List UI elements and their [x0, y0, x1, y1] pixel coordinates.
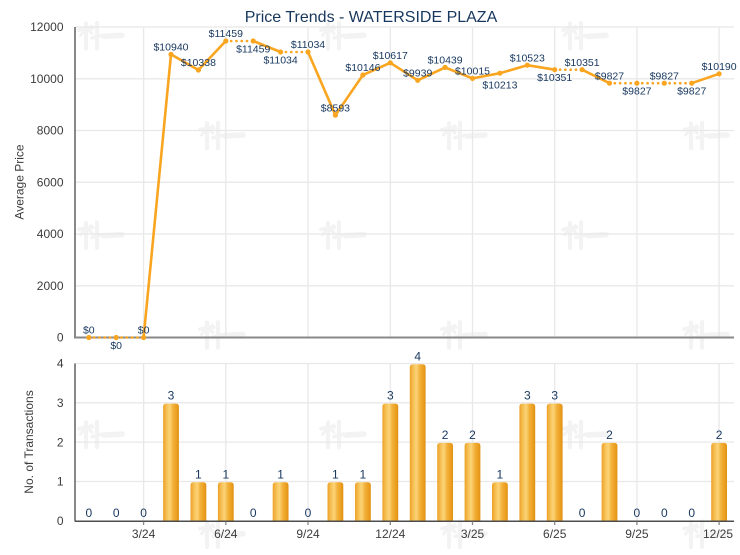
- svg-text:10000: 10000: [30, 72, 64, 86]
- svg-text:4: 4: [57, 357, 64, 371]
- svg-text:$9939: $9939: [403, 68, 432, 80]
- svg-text:12/25: 12/25: [703, 527, 733, 541]
- svg-text:4: 4: [414, 349, 421, 363]
- svg-text:$10351: $10351: [565, 57, 600, 69]
- svg-text:12/24: 12/24: [375, 527, 405, 541]
- svg-text:0: 0: [85, 506, 92, 520]
- svg-text:$10190: $10190: [702, 61, 737, 73]
- svg-text:$9827: $9827: [595, 70, 624, 82]
- svg-text:0: 0: [113, 506, 120, 520]
- svg-text:$8593: $8593: [321, 102, 350, 114]
- svg-text:0: 0: [250, 506, 257, 520]
- svg-text:$10439: $10439: [428, 55, 463, 67]
- svg-text:$11034: $11034: [263, 54, 297, 66]
- svg-text:12000: 12000: [30, 20, 64, 34]
- svg-text:3: 3: [524, 389, 531, 403]
- svg-text:$10617: $10617: [373, 50, 408, 62]
- svg-text:0: 0: [57, 331, 64, 345]
- svg-text:2000: 2000: [37, 279, 64, 293]
- svg-text:1: 1: [332, 467, 339, 481]
- svg-text:2: 2: [716, 428, 723, 442]
- svg-text:6/25: 6/25: [543, 527, 567, 541]
- svg-text:$11459: $11459: [236, 43, 270, 55]
- svg-text:$10213: $10213: [482, 80, 517, 92]
- svg-text:$10015: $10015: [455, 66, 490, 78]
- svg-text:Price Trends - WATERSIDE PLAZA: Price Trends - WATERSIDE PLAZA: [245, 9, 498, 26]
- svg-text:8000: 8000: [37, 124, 64, 138]
- svg-text:Average Price: Average Price: [13, 144, 27, 219]
- svg-text:0: 0: [661, 506, 668, 520]
- svg-text:1: 1: [277, 467, 284, 481]
- svg-text:$10940: $10940: [153, 42, 188, 54]
- svg-text:$10146: $10146: [345, 62, 380, 74]
- svg-text:0: 0: [57, 514, 64, 528]
- svg-text:$9827: $9827: [622, 86, 651, 98]
- svg-text:3: 3: [551, 389, 558, 403]
- svg-text:$10338: $10338: [181, 57, 216, 69]
- svg-text:0: 0: [688, 506, 695, 520]
- svg-text:3/25: 3/25: [461, 527, 485, 541]
- svg-text:6000: 6000: [37, 175, 64, 189]
- svg-text:$11459: $11459: [209, 28, 243, 40]
- svg-text:3: 3: [57, 396, 64, 410]
- svg-text:6/24: 6/24: [214, 527, 238, 541]
- svg-text:3: 3: [387, 389, 394, 403]
- svg-text:9/24: 9/24: [296, 527, 320, 541]
- svg-text:No. of Transactions: No. of Transactions: [22, 390, 36, 493]
- svg-text:0: 0: [579, 506, 586, 520]
- svg-text:$0: $0: [138, 325, 150, 337]
- svg-text:1: 1: [195, 467, 202, 481]
- svg-text:$9827: $9827: [650, 70, 679, 82]
- svg-text:9/25: 9/25: [625, 527, 649, 541]
- svg-text:0: 0: [305, 506, 312, 520]
- svg-text:$9827: $9827: [677, 86, 706, 98]
- svg-text:1: 1: [222, 467, 229, 481]
- svg-text:$10523: $10523: [510, 52, 545, 64]
- svg-text:1: 1: [497, 467, 504, 481]
- svg-text:0: 0: [140, 506, 147, 520]
- svg-text:2: 2: [442, 428, 449, 442]
- svg-text:$10351: $10351: [537, 72, 572, 84]
- svg-text:3: 3: [168, 389, 175, 403]
- svg-text:2: 2: [57, 435, 64, 449]
- svg-text:0: 0: [634, 506, 641, 520]
- svg-text:3/24: 3/24: [132, 527, 156, 541]
- svg-text:$11034: $11034: [291, 39, 325, 51]
- svg-text:1: 1: [57, 475, 64, 489]
- svg-text:4000: 4000: [37, 227, 64, 241]
- svg-text:1: 1: [360, 467, 367, 481]
- svg-text:2: 2: [469, 428, 476, 442]
- svg-text:$0: $0: [110, 340, 122, 352]
- svg-text:2: 2: [606, 428, 613, 442]
- svg-text:$0: $0: [83, 325, 95, 337]
